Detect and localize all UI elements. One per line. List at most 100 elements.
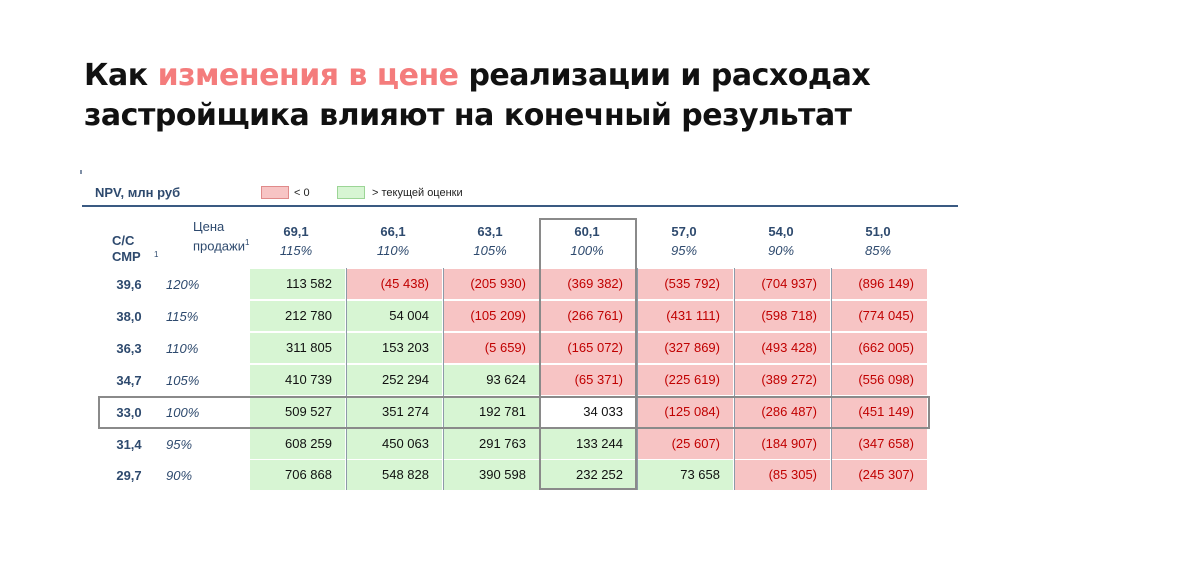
title-highlight: изменения в цене: [157, 58, 459, 93]
column-axis-label: Цена продажи1: [193, 219, 249, 254]
npv-cell: 133 244: [541, 429, 636, 459]
npv-cell: (493 428): [735, 333, 830, 363]
npv-cell: 232 252: [541, 460, 636, 490]
npv-cell: (165 072): [541, 333, 636, 363]
column-price-value: 69,1: [283, 224, 309, 239]
npv-cell: 212 780: [250, 301, 345, 331]
legend-positive-label: > текущей оценки: [372, 187, 463, 199]
row-cost-value: 31,4: [116, 437, 142, 452]
npv-cell: (85 305): [735, 460, 830, 490]
npv-cell: (598 718): [735, 301, 830, 331]
npv-cell: 54 004: [347, 301, 442, 331]
row-cost-percent: 110%: [166, 341, 199, 356]
npv-cell: (225 619): [638, 365, 733, 395]
row-cost-percent: 120%: [166, 277, 200, 292]
row-axis-label: С/С СМР 1: [112, 233, 158, 265]
column-separator: [443, 268, 444, 490]
npv-cell: 351 274: [347, 397, 442, 427]
column-price-percent: 115%: [279, 243, 313, 258]
column-price-value: 51,0: [865, 224, 891, 239]
current-cost-row-highlight: [98, 396, 930, 429]
row-cost-value: 34,7: [116, 373, 142, 388]
npv-cell: (245 307): [832, 460, 927, 490]
row-cost-percent: 95%: [166, 437, 193, 452]
npv-cell: (266 761): [541, 301, 636, 331]
column-header: 60,1 100%: [539, 224, 635, 262]
legend-negative-swatch: [261, 186, 289, 199]
npv-cell: (184 907): [735, 429, 830, 459]
column-header: 54,0 90%: [733, 224, 829, 262]
npv-cell: 113 582: [250, 269, 345, 299]
title-part1: Как: [84, 58, 158, 93]
column-price-value: 66,1: [380, 224, 406, 239]
npv-cell: (45 438): [347, 269, 442, 299]
npv-cell: (286 487): [735, 397, 830, 427]
npv-cell: 450 063: [347, 429, 442, 459]
column-price-percent: 100%: [570, 243, 604, 258]
row-axis-text: С/С СМР: [112, 233, 141, 264]
column-separator: [346, 268, 347, 490]
npv-cell: (896 149): [832, 269, 927, 299]
npv-cell: (25 607): [638, 429, 733, 459]
npv-cell: (556 098): [832, 365, 927, 395]
column-price-percent: 95%: [670, 243, 698, 258]
npv-cell: 291 763: [444, 429, 539, 459]
column-price-percent: 110%: [376, 243, 410, 258]
npv-cell: (662 005): [832, 333, 927, 363]
npv-cell: 153 203: [347, 333, 442, 363]
npv-cell: (5 659): [444, 333, 539, 363]
npv-cell: (65 371): [541, 365, 636, 395]
npv-cell: (451 149): [832, 397, 927, 427]
column-header: 69,1 115%: [248, 224, 344, 262]
npv-cell: (125 084): [638, 397, 733, 427]
column-header: 51,0 85%: [830, 224, 926, 262]
column-price-percent: 105%: [473, 243, 507, 258]
row-cost-percent: 100%: [166, 405, 200, 420]
row-axis-footnote: 1: [154, 250, 159, 259]
column-header: 63,1 105%: [442, 224, 538, 262]
column-header: 66,1 110%: [345, 224, 441, 262]
corner-tick-mark: [80, 170, 82, 174]
column-price-value: 54,0: [768, 224, 794, 239]
header-divider: [82, 205, 958, 207]
npv-cell: 410 739: [250, 365, 345, 395]
npv-cell: 252 294: [347, 365, 442, 395]
row-cost-value: 29,7: [116, 468, 142, 483]
row-cost-value: 36,3: [116, 341, 142, 356]
npv-cell: 706 868: [250, 460, 345, 490]
npv-cell: (389 272): [735, 365, 830, 395]
npv-cell: (774 045): [832, 301, 927, 331]
column-price-value: 57,0: [671, 224, 697, 239]
column-separator: [637, 268, 638, 490]
column-header: 57,0 95%: [636, 224, 732, 262]
column-price-percent: 85%: [864, 243, 892, 258]
table-label: NPV, млн руб: [95, 185, 181, 200]
npv-cell: 192 781: [444, 397, 539, 427]
npv-cell: 73 658: [638, 460, 733, 490]
column-price-percent: 90%: [767, 243, 795, 258]
npv-cell: (327 869): [638, 333, 733, 363]
column-separator: [831, 268, 832, 490]
npv-cell: 311 805: [250, 333, 345, 363]
slide-title: Как изменения в цене реализации и расход…: [84, 56, 1084, 136]
npv-cell: (369 382): [541, 269, 636, 299]
npv-cell: 608 259: [250, 429, 345, 459]
row-cost-percent: 90%: [166, 468, 193, 483]
column-price-value: 63,1: [477, 224, 503, 239]
row-cost-percent: 105%: [166, 373, 200, 388]
npv-cell: (535 792): [638, 269, 733, 299]
legend-positive-swatch: [337, 186, 365, 199]
npv-cell: 390 598: [444, 460, 539, 490]
column-axis-footnote: 1: [245, 238, 250, 247]
row-cost-percent: 115%: [166, 309, 199, 324]
current-price-column-highlight: [539, 218, 637, 490]
column-price-value: 60,1: [574, 224, 600, 239]
row-cost-value: 38,0: [116, 309, 142, 324]
title-part2: реализации и расходах застройщика влияют…: [84, 58, 871, 133]
column-separator: [734, 268, 735, 490]
legend-negative-label: < 0: [294, 187, 310, 199]
npv-cell: 34 033: [541, 397, 636, 427]
npv-cell: 548 828: [347, 460, 442, 490]
npv-cell: (105 209): [444, 301, 539, 331]
npv-cell: 509 527: [250, 397, 345, 427]
